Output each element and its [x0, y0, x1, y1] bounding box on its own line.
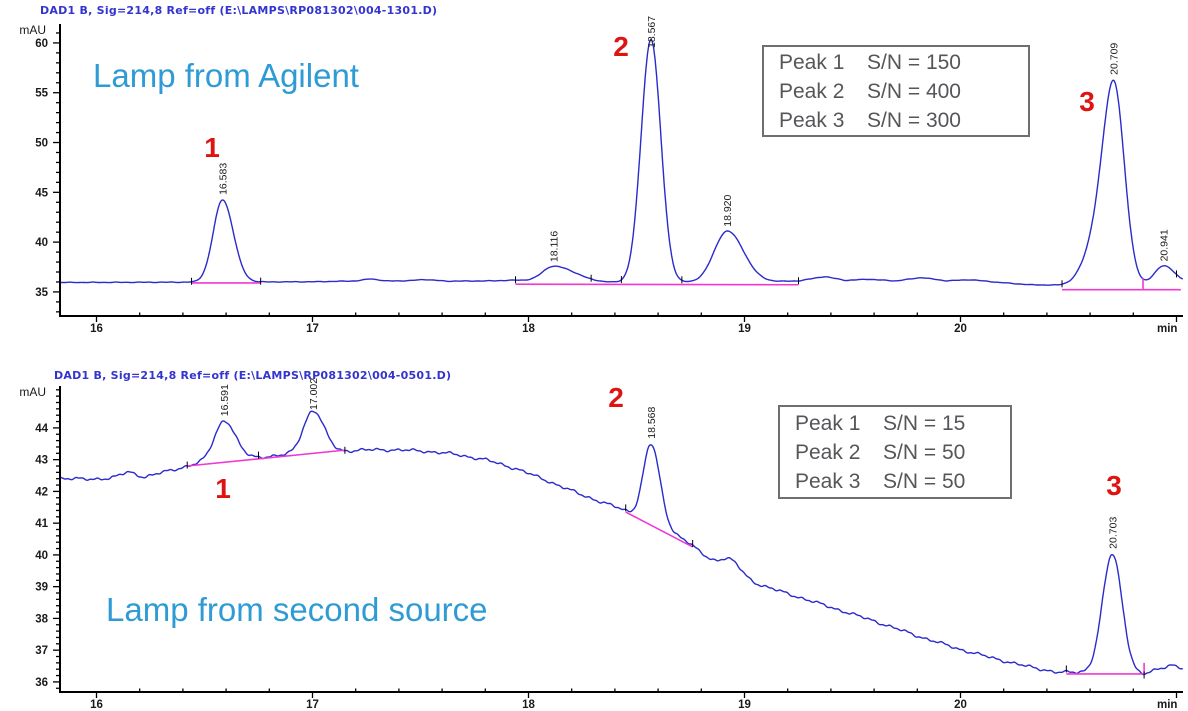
svg-text:42: 42 — [35, 486, 48, 498]
svg-text:60: 60 — [35, 38, 48, 50]
chromatogram-trace — [60, 38, 1184, 286]
integration-tick-marks — [191, 270, 1177, 288]
sn-value: S/N = 400 — [867, 79, 961, 103]
sn-row: Peak 2 S/N = 50 — [795, 438, 1010, 467]
chromatogram-plot-top: 60 55 50 45 40 35 16 17 18 19 20 mAU min 16.583 18.116… — [19, 16, 1184, 335]
svg-text:19: 19 — [738, 699, 751, 711]
sn-peak-label: Peak 2 — [795, 440, 861, 464]
signal-header-top: DAD1 B, Sig=214,8 Ref=off (E:\LAMPS\RP08… — [40, 4, 438, 17]
sn-summary-box-top: Peak 1 S/N = 150 Peak 2 S/N = 400 Peak 3 S/N … — [762, 45, 1030, 137]
axes — [59, 386, 1183, 693]
sn-row: Peak 2 S/N = 400 — [779, 77, 1028, 106]
sn-peak-label: Peak 1 — [795, 411, 861, 435]
peak-number: 3 — [1079, 86, 1095, 117]
sn-row: Peak 1 S/N = 15 — [795, 409, 1010, 438]
sn-row: Peak 3 S/N = 300 — [779, 106, 1028, 135]
peak-number: 3 — [1106, 470, 1122, 501]
sn-value: S/N = 50 — [883, 440, 966, 464]
annotation-lamp-second-source: Lamp from second source — [106, 591, 488, 628]
x-axis-unit: min — [1157, 323, 1177, 335]
chromatogram-plot-bottom: 44 43 42 41 40 39 38 37 36 16 17 18 19 20 mAU min 16.591… — [19, 378, 1183, 711]
axis-unit-labels: mAU min — [19, 385, 1177, 711]
axis-ticks — [53, 389, 1178, 698]
svg-text:40: 40 — [35, 550, 48, 562]
peak-number: 2 — [613, 31, 629, 62]
peak-rt-label: 20.941 — [1159, 229, 1171, 261]
sn-peak-label: Peak 3 — [795, 469, 861, 493]
sn-row: Peak 3 S/N = 50 — [795, 467, 1010, 496]
svg-text:16: 16 — [90, 699, 103, 711]
peak-rt-label: 20.709 — [1109, 43, 1121, 75]
svg-text:44: 44 — [35, 423, 48, 435]
svg-text:39: 39 — [35, 582, 48, 594]
svg-text:43: 43 — [35, 455, 48, 467]
peak-rt-labels: 16.591 17.002 18.568 20.703 — [219, 378, 1119, 549]
svg-text:18: 18 — [522, 699, 535, 711]
axis-ticks — [53, 32, 1178, 322]
y-axis-unit: mAU — [19, 385, 46, 399]
svg-text:17: 17 — [306, 323, 319, 335]
svg-text:37: 37 — [35, 645, 48, 657]
svg-text:41: 41 — [35, 518, 48, 530]
peak-rt-label: 18.920 — [722, 194, 734, 226]
peak-rt-label: 16.583 — [217, 163, 229, 195]
svg-text:38: 38 — [35, 613, 48, 625]
sn-summary-box-bottom: Peak 1 S/N = 15 Peak 2 S/N = 50 Peak 3 S/N = … — [778, 405, 1012, 499]
peak-rt-label: 17.002 — [308, 378, 320, 410]
peak-rt-label: 16.591 — [219, 384, 231, 416]
integration-tick-marks — [186, 446, 1145, 679]
sn-peak-label: Peak 3 — [779, 108, 845, 132]
svg-text:18: 18 — [522, 323, 535, 335]
peak-rt-label: 18.116 — [549, 231, 561, 262]
integration-baselines — [191, 277, 1181, 291]
sn-peak-label: Peak 2 — [779, 79, 845, 103]
sn-value: S/N = 50 — [883, 469, 966, 493]
svg-text:55: 55 — [35, 88, 48, 100]
svg-text:36: 36 — [35, 677, 48, 689]
y-axis-unit: mAU — [19, 23, 46, 37]
svg-text:19: 19 — [738, 323, 751, 335]
peak-rt-labels: 16.583 18.116 18.567 18.920 20.709 20.941 — [217, 16, 1170, 262]
svg-text:45: 45 — [35, 187, 48, 199]
peak-number: 1 — [204, 132, 220, 163]
sn-row: Peak 1 S/N = 150 — [779, 48, 1028, 77]
sn-value: S/N = 300 — [867, 108, 961, 132]
sn-peak-label: Peak 1 — [779, 50, 845, 74]
svg-text:16: 16 — [90, 323, 103, 335]
peak-numbers: 1 2 3 — [204, 31, 1095, 163]
peak-number: 2 — [608, 382, 624, 413]
annotation-lamp-agilent: Lamp from Agilent — [93, 57, 359, 94]
svg-text:17: 17 — [306, 699, 319, 711]
svg-text:35: 35 — [35, 287, 48, 299]
sn-value: S/N = 150 — [867, 50, 961, 74]
axis-unit-labels: mAU min — [19, 23, 1177, 335]
peak-number: 1 — [215, 473, 231, 504]
axes — [59, 24, 1183, 317]
integration-baselines — [187, 449, 1145, 675]
signal-header-bottom: DAD1 B, Sig=214,8 Ref=off (E:\LAMPS\RP08… — [54, 369, 452, 382]
chromatogram-trace — [60, 410, 1183, 676]
peak-rt-label: 20.703 — [1107, 517, 1119, 549]
svg-text:20: 20 — [954, 323, 967, 335]
peak-rt-label: 18.568 — [646, 406, 658, 438]
sn-value: S/N = 15 — [883, 411, 966, 435]
peak-rt-label: 18.567 — [646, 16, 658, 48]
svg-text:50: 50 — [35, 138, 48, 150]
peak-numbers: 1 2 3 — [215, 382, 1122, 504]
svg-text:20: 20 — [954, 699, 967, 711]
x-axis-unit: min — [1157, 699, 1177, 711]
axis-tick-labels: 60 55 50 45 40 35 16 17 18 19 20 — [35, 38, 967, 335]
axis-tick-labels: 44 43 42 41 40 39 38 37 36 16 17 18 19 20 — [35, 423, 967, 711]
svg-text:40: 40 — [35, 237, 48, 249]
